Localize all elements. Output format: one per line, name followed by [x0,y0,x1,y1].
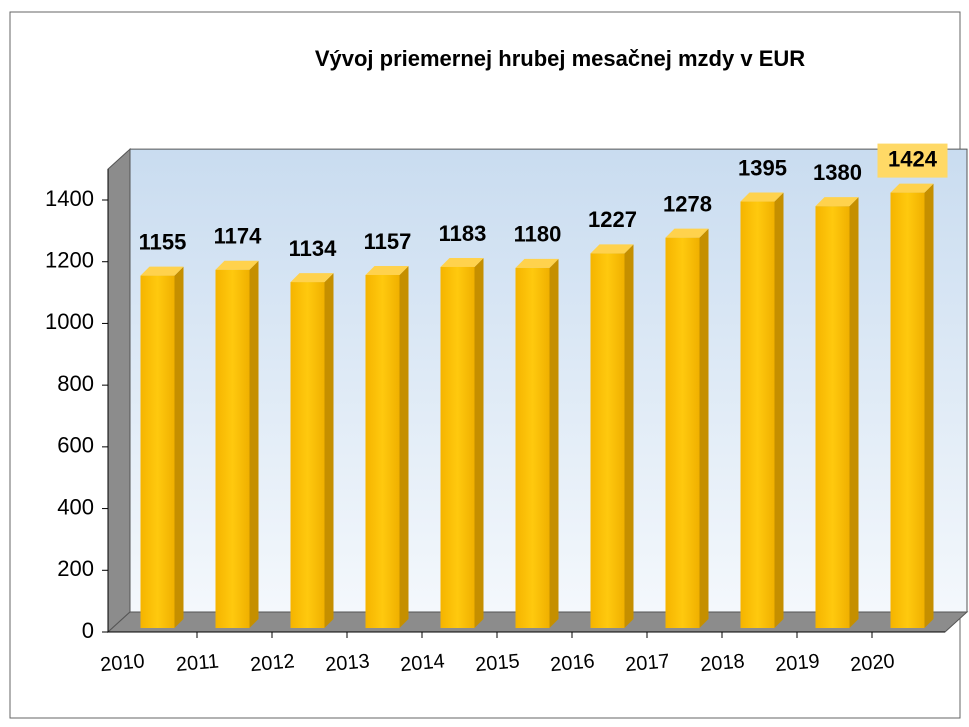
bar [215,260,259,628]
x-tick-label: 2014 [399,650,445,676]
bar-front [365,274,400,628]
bar-front [515,267,550,628]
bar-side [624,244,634,628]
value-label: 1380 [813,160,862,185]
bar-top [515,258,559,268]
value-label: 1134 [289,236,337,261]
bar-top [590,244,634,254]
y-tick-label: 400 [57,494,94,519]
x-tick-label: 2013 [324,650,370,676]
bar-side [849,197,859,628]
bar-front [740,201,775,629]
y-tick-label: 600 [57,433,94,458]
value-label: 1227 [588,207,637,232]
x-tick-label: 2018 [699,650,745,676]
chart-title: Vývoj priemernej hrubej mesačnej mzdy v … [315,46,805,71]
bar-side [399,265,409,628]
y-tick-label: 1400 [45,186,94,211]
bar-top [815,197,859,207]
bar-side [324,273,334,628]
bar [440,257,484,628]
bar-side [249,260,259,628]
value-label: 1424 [888,146,938,171]
bar-side [174,266,184,628]
bar [740,192,784,629]
bar-side [699,228,709,628]
y-tick-label: 800 [57,371,94,396]
bar-front [215,269,250,628]
y-tick-label: 1000 [45,309,94,334]
bar-front [590,253,625,628]
bar-top [140,266,184,276]
bar-front [140,275,175,628]
bar-top [215,260,259,270]
x-tick-label: 2020 [849,650,895,676]
bar-side [774,192,784,629]
y-tick-label: 0 [82,618,94,643]
bar-front [440,266,475,628]
bar [665,228,709,628]
label-highlight [877,143,948,178]
x-tick-label: 2016 [549,650,595,676]
bar-front [815,206,850,628]
y-tick-label: 1200 [45,248,94,273]
bar-top [890,183,934,193]
bar-front [890,192,925,628]
x-tick-label: 2015 [474,650,520,676]
bar-top [365,265,409,275]
bar [815,197,859,628]
bar-side [549,258,559,628]
bar [515,258,559,628]
value-label: 1157 [364,229,412,254]
y-tick-label: 200 [57,556,94,581]
value-label: 1174 [214,224,262,249]
x-tick-label: 2019 [774,650,820,676]
bar-top [665,228,709,238]
bar [290,273,334,628]
bar [365,265,409,628]
bar-side [474,257,484,628]
plot: 0 200 400 600 800 1000 1200 1400 2010 1155 2011 117… [45,143,969,676]
value-label: 1395 [738,155,787,180]
value-label: 1180 [514,222,562,247]
x-tick-label: 2011 [175,650,220,676]
x-tick-label: 2010 [99,650,145,676]
bar [140,266,184,628]
bar [890,183,934,628]
value-label: 1183 [439,221,487,246]
bar-side [924,183,934,628]
value-label: 1155 [139,229,187,254]
side-wall [107,148,131,634]
bar [590,244,634,628]
bar-front [665,237,700,628]
bar-front [290,282,325,628]
value-label: 1278 [663,191,712,216]
bar-top [740,192,784,202]
bar-top [440,257,484,267]
bar-top [290,273,334,283]
x-tick-label: 2017 [624,650,670,676]
x-tick-label: 2012 [249,650,295,676]
